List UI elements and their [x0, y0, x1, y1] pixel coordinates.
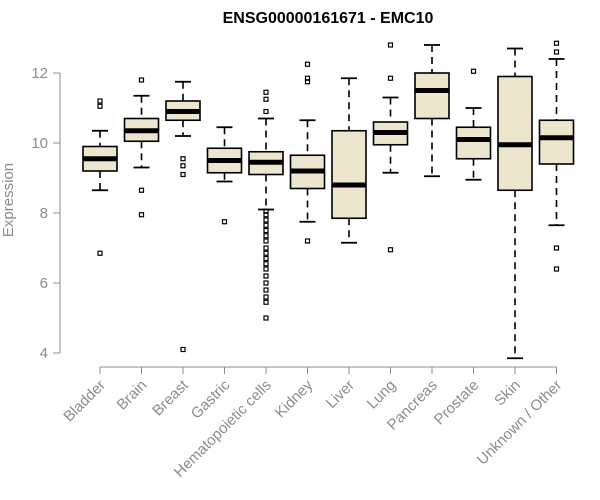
- outlier-point: [263, 222, 269, 228]
- outlier-point: [553, 245, 560, 251]
- outlier-point: [263, 299, 269, 305]
- box-unknown-other: [538, 40, 575, 272]
- outlier-point: [263, 227, 269, 234]
- outlier-point: [263, 315, 269, 321]
- outlier-point: [263, 294, 269, 300]
- y-axis-label: Expression: [0, 163, 17, 237]
- y-tick-label: 10: [31, 135, 48, 152]
- outlier-point: [553, 49, 560, 55]
- outlier-point: [263, 89, 269, 95]
- iqr-box: [538, 119, 575, 165]
- outlier-point: [138, 212, 145, 218]
- iqr-box: [331, 129, 367, 220]
- outlier-point: [263, 273, 269, 279]
- box-pancreas: [414, 44, 450, 178]
- box-breast: [165, 80, 201, 353]
- outlier-point: [304, 238, 311, 244]
- y-tick-label: 6: [40, 275, 48, 292]
- box-brain: [123, 77, 160, 218]
- iqr-box: [414, 72, 450, 120]
- x-tick-label-breast: Breast: [149, 376, 192, 419]
- outlier-point: [263, 108, 269, 115]
- y-axis: 4 6 8 10 12: [31, 65, 61, 362]
- x-tick-label-liver: Liver: [323, 377, 358, 412]
- outlier-point: [304, 75, 311, 81]
- iqr-box: [497, 75, 533, 192]
- outlier-point: [97, 103, 103, 109]
- outlier-point: [221, 219, 228, 225]
- x-tick-label-prostate: Prostate: [431, 377, 483, 429]
- box-prostate: [455, 68, 492, 181]
- outlier-point: [387, 75, 394, 81]
- box-gastric: [206, 126, 243, 225]
- outlier-point: [263, 250, 269, 256]
- outlier-point: [263, 245, 269, 251]
- outlier-point: [97, 250, 103, 256]
- y-tick-label: 4: [40, 345, 48, 362]
- outlier-point: [304, 61, 311, 67]
- x-tick-label-brain: Brain: [114, 377, 151, 414]
- y-tick-label: 12: [31, 65, 48, 82]
- box-bladder: [82, 98, 118, 256]
- box-kidney: [289, 61, 326, 244]
- outlier-point: [263, 96, 269, 102]
- outlier-point: [387, 42, 394, 48]
- outlier-point: [180, 171, 186, 178]
- chart-title: ENSG00000161671 - EMC10: [223, 10, 434, 27]
- outlier-point: [553, 266, 560, 272]
- outlier-point: [263, 255, 269, 262]
- outlier-point: [180, 156, 186, 162]
- outlier-point: [263, 233, 269, 239]
- outlier-point: [263, 266, 269, 272]
- outlier-point: [138, 77, 145, 83]
- x-tick-label-bladder: Bladder: [60, 377, 109, 426]
- outlier-point: [138, 187, 145, 193]
- outlier-point: [553, 40, 560, 46]
- box-skin: [497, 47, 533, 360]
- outlier-point: [387, 247, 394, 253]
- y-tick-label: 8: [40, 205, 48, 222]
- outlier-point: [263, 217, 269, 223]
- x-tick-label-lung: Lung: [364, 377, 400, 413]
- box-lung: [372, 42, 409, 253]
- outlier-point: [97, 98, 103, 104]
- outlier-point: [263, 287, 269, 293]
- iqr-box: [455, 126, 492, 160]
- box-hematopoietic-cells: [248, 89, 284, 321]
- outlier-point: [263, 261, 269, 267]
- outlier-point: [263, 208, 269, 214]
- outlier-point: [263, 238, 269, 244]
- box-liver: [331, 77, 367, 244]
- outlier-point: [470, 68, 477, 74]
- x-tick-label-kidney: Kidney: [272, 376, 317, 421]
- boxes-group: [82, 40, 575, 360]
- outlier-point: [263, 280, 269, 286]
- outlier-point: [180, 346, 186, 353]
- x-tick-label-skin: Skin: [491, 377, 524, 410]
- outlier-point: [180, 163, 186, 169]
